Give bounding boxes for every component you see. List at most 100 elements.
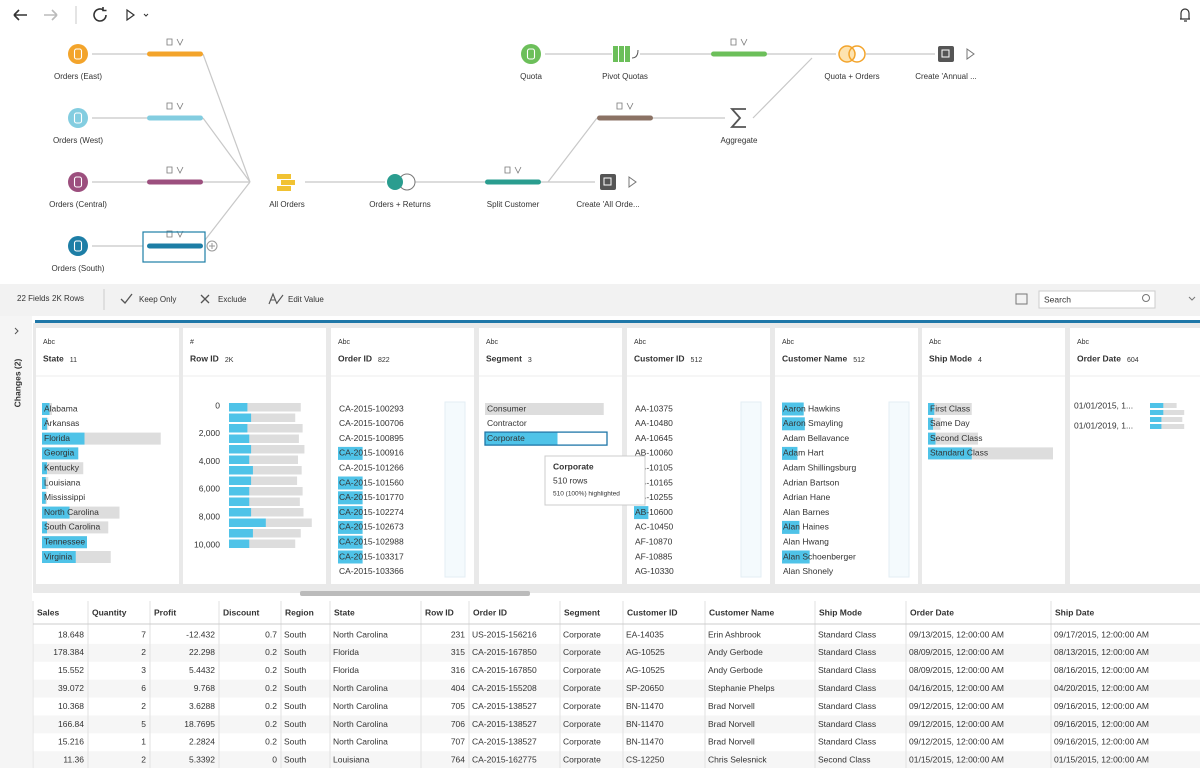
value-label[interactable]: Standard Class xyxy=(930,448,988,458)
view-toggle[interactable] xyxy=(1015,293,1028,305)
value-label[interactable]: Aaron Hawkins xyxy=(783,403,840,413)
column-header[interactable]: State xyxy=(334,607,355,617)
value-label[interactable]: 01/01/2015, 1... xyxy=(1074,400,1133,410)
value-label[interactable]: CA-2015-102988 xyxy=(339,536,404,546)
forward-button[interactable] xyxy=(44,9,58,21)
value-label[interactable]: Adrian Hane xyxy=(783,492,831,502)
value-label[interactable]: Alan Hwang xyxy=(783,536,829,546)
collapse[interactable] xyxy=(1188,296,1196,301)
value-label[interactable]: AA-10645 xyxy=(635,433,673,443)
value-label[interactable]: AB-10060 xyxy=(635,448,673,458)
value-label[interactable]: AC-10450 xyxy=(635,522,674,532)
keep-only-button[interactable]: Keep Only xyxy=(139,295,176,304)
value-highlight xyxy=(338,446,363,460)
grid-cell: 09/16/2015, 12:00:00 AM xyxy=(1054,701,1149,711)
search-box[interactable] xyxy=(1038,290,1156,309)
value-label[interactable]: CA-2015-101266 xyxy=(339,462,404,472)
value-label[interactable]: CA-2015-103366 xyxy=(339,566,404,576)
value-label[interactable]: Adam Bellavance xyxy=(783,433,849,443)
column-header[interactable]: Ship Mode xyxy=(819,607,862,617)
value-label[interactable]: CA-2015-100293 xyxy=(339,403,404,413)
value-label[interactable]: Louisiana xyxy=(44,477,81,487)
run-menu[interactable] xyxy=(143,13,149,17)
column-header[interactable]: Quantity xyxy=(92,607,127,617)
value-label[interactable]: AB-10165 xyxy=(635,477,673,487)
value-label[interactable]: South Carolina xyxy=(44,522,101,532)
value-label[interactable]: Same Day xyxy=(930,418,970,428)
refresh-button[interactable] xyxy=(93,7,107,22)
value-label[interactable]: 01/01/2019, 1... xyxy=(1074,420,1133,430)
expand-changes[interactable] xyxy=(14,327,19,335)
column-header[interactable]: Order Date xyxy=(910,607,954,617)
edit-value-button[interactable]: Edit Value xyxy=(288,295,324,304)
value-label[interactable]: North Carolina xyxy=(44,507,99,517)
value-highlight xyxy=(634,506,649,520)
exclude-button[interactable]: Exclude xyxy=(218,295,247,304)
column-header[interactable]: Region xyxy=(285,607,314,617)
histogram-bar xyxy=(229,487,303,496)
value-label[interactable]: CA-2015-100895 xyxy=(339,433,404,443)
value-label[interactable]: Aaron Smayling xyxy=(783,418,843,428)
value-label[interactable]: Alan Barnes xyxy=(783,507,829,517)
column-header[interactable]: Row ID xyxy=(425,607,454,617)
value-label[interactable]: AB-10600 xyxy=(635,507,673,517)
value-label[interactable]: Contractor xyxy=(487,418,527,428)
column-header[interactable]: Sales xyxy=(37,607,59,617)
back-button[interactable] xyxy=(13,9,27,21)
value-label[interactable]: CA-2015-100706 xyxy=(339,418,404,428)
changes-tab[interactable]: Changes (2) xyxy=(12,359,22,408)
value-label[interactable]: Corporate xyxy=(487,433,525,443)
value-label[interactable]: Georgia xyxy=(44,448,75,458)
value-highlight xyxy=(42,447,79,460)
value-label[interactable]: CA-2015-102673 xyxy=(339,522,404,532)
column-header[interactable]: Profit xyxy=(154,607,176,617)
value-label[interactable]: CA-2015-101560 xyxy=(339,477,404,487)
value-label[interactable]: AB-10255 xyxy=(635,492,673,502)
value-label[interactable]: AF-10870 xyxy=(635,536,673,546)
value-label[interactable]: Consumer xyxy=(487,403,526,413)
horizontal-scrollbar[interactable] xyxy=(300,591,530,596)
grid-cell: 08/16/2015, 12:00:00 AM xyxy=(1054,665,1149,675)
value-label[interactable]: CA-2015-103317 xyxy=(339,551,404,561)
column-header[interactable]: Customer Name xyxy=(709,607,774,617)
value-label[interactable]: AB-10105 xyxy=(635,462,673,472)
grid-cell: 18.648 xyxy=(58,629,84,639)
notifications[interactable] xyxy=(1180,8,1190,22)
grid-cell: 2.2824 xyxy=(189,737,215,747)
value-label[interactable]: Virginia xyxy=(44,551,72,561)
value-label[interactable]: CA-2015-102274 xyxy=(339,507,404,517)
value-label[interactable]: Kentucky xyxy=(44,462,80,472)
input-icon xyxy=(73,176,83,188)
grid-cell: AG-10525 xyxy=(626,665,665,675)
column-header[interactable]: Ship Date xyxy=(1055,607,1094,617)
value-label[interactable]: Adam Hart xyxy=(783,448,824,458)
clean-step xyxy=(597,115,653,121)
value-label[interactable]: Adam Shillingsburg xyxy=(783,462,857,472)
column-header[interactable]: Customer ID xyxy=(627,607,678,617)
value-label[interactable]: CA-2015-100916 xyxy=(339,448,404,458)
value-label[interactable]: Mississippi xyxy=(44,492,85,502)
column-header[interactable]: Discount xyxy=(223,607,260,617)
column-header[interactable]: Segment xyxy=(564,607,600,617)
value-label[interactable]: CA-2015-101770 xyxy=(339,492,404,502)
value-label[interactable]: Tennessee xyxy=(44,536,85,546)
value-label[interactable]: Alabama xyxy=(44,403,78,413)
value-label[interactable]: Adrian Bartson xyxy=(783,477,839,487)
value-label[interactable]: Alan Schoenberger xyxy=(783,551,856,561)
value-label[interactable]: AA-10375 xyxy=(635,403,673,413)
field-name: Ship Mode xyxy=(929,353,972,363)
value-label[interactable]: AA-10480 xyxy=(635,418,673,428)
value-label[interactable]: Arkansas xyxy=(44,418,79,428)
value-label[interactable]: AF-10885 xyxy=(635,551,673,561)
value-label[interactable]: Florida xyxy=(44,433,70,443)
column-header[interactable]: Order ID xyxy=(473,607,507,617)
value-label[interactable]: AG-10330 xyxy=(635,566,674,576)
value-label[interactable]: First Class xyxy=(930,403,970,413)
value-highlight xyxy=(928,403,935,415)
grid-cell: CS-12250 xyxy=(626,755,665,765)
field-name: State xyxy=(43,353,64,363)
value-label[interactable]: Alan Shonely xyxy=(783,566,834,576)
run-button[interactable] xyxy=(126,8,136,22)
value-label[interactable]: Alan Haines xyxy=(783,522,829,532)
value-label[interactable]: Second Class xyxy=(930,433,982,443)
